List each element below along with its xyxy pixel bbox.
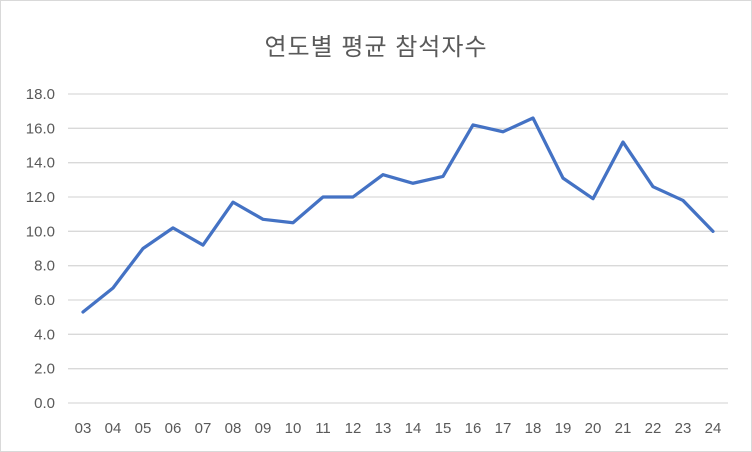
y-axis-tick-label: 16.0 xyxy=(26,120,55,137)
x-axis-tick-label: 21 xyxy=(615,420,632,437)
y-axis-tick-label: 2.0 xyxy=(34,361,55,378)
x-axis-tick-label: 20 xyxy=(585,420,602,437)
y-axis-tick-label: 8.0 xyxy=(34,258,55,275)
y-axis-tick-label: 10.0 xyxy=(26,223,55,240)
x-axis-tick-label: 12 xyxy=(345,420,362,437)
data-series-line xyxy=(81,116,715,314)
x-axis-tick-label: 04 xyxy=(105,420,122,437)
x-axis-tick-label: 09 xyxy=(255,420,272,437)
y-axis-tick-label: 6.0 xyxy=(34,292,55,309)
x-axis-tick-label: 06 xyxy=(165,420,182,437)
x-axis-tick-label: 07 xyxy=(195,420,212,437)
x-axis-tick-label: 24 xyxy=(705,420,722,437)
x-axis-tick-label: 05 xyxy=(135,420,152,437)
x-axis-tick-label: 03 xyxy=(75,420,92,437)
x-axis-tick-label: 15 xyxy=(435,420,452,437)
x-axis-tick-label: 11 xyxy=(315,420,331,437)
x-axis-tick-label: 19 xyxy=(555,420,572,437)
x-axis-tick-label: 14 xyxy=(405,420,422,437)
x-axis-tick-label: 08 xyxy=(225,420,242,437)
x-axis-tick-label: 17 xyxy=(495,420,512,437)
chart-title: 연도별 평균 참석자수 xyxy=(264,34,488,61)
y-axis-tick-label: 18.0 xyxy=(26,86,55,103)
x-axis-tick-label: 22 xyxy=(645,420,662,437)
y-axis-tick-label: 14.0 xyxy=(26,155,55,172)
y-axis-tick-label: 12.0 xyxy=(26,189,55,206)
x-axis-tick-label: 23 xyxy=(675,420,692,437)
y-axis-tick-label: 0.0 xyxy=(34,395,55,412)
x-axis-tick-label: 13 xyxy=(375,420,392,437)
y-axis-tick-label: 4.0 xyxy=(34,326,55,343)
x-axis-tick-label: 18 xyxy=(525,420,542,437)
x-axis-tick-label: 10 xyxy=(285,420,302,437)
x-axis-tick-label: 16 xyxy=(465,420,482,437)
